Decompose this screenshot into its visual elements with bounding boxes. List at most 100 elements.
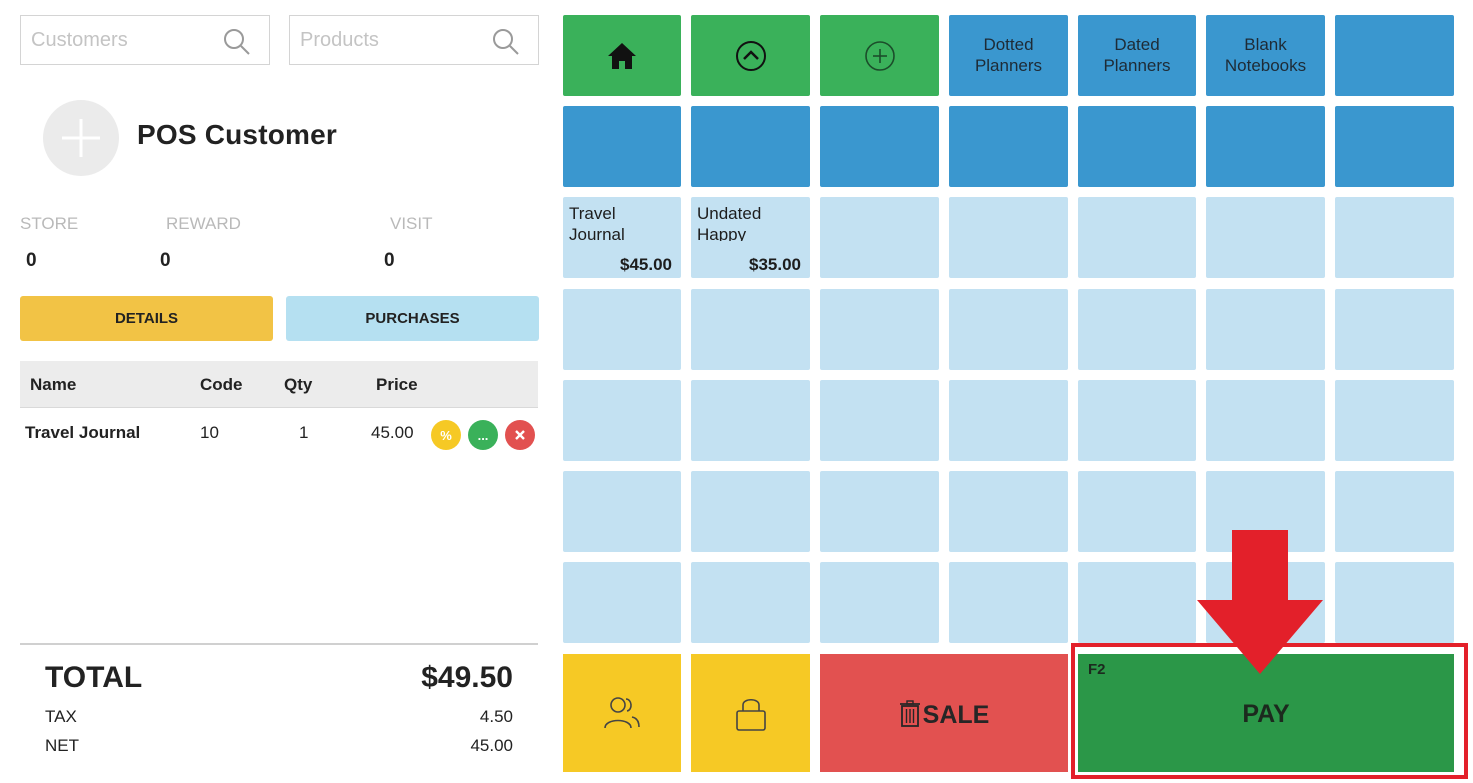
search-icon[interactable] bbox=[223, 28, 251, 56]
visit-value: 0 bbox=[384, 250, 395, 271]
users-icon bbox=[604, 697, 640, 729]
customers-search-input[interactable] bbox=[21, 16, 269, 64]
lock-button[interactable] bbox=[691, 654, 810, 772]
product-tile-empty[interactable] bbox=[691, 289, 810, 370]
product-tile-empty[interactable] bbox=[820, 380, 939, 461]
sale-label-row: SALE bbox=[820, 700, 1068, 730]
product-tile-empty[interactable] bbox=[1206, 289, 1325, 370]
remove-item-button[interactable] bbox=[505, 420, 535, 450]
percent-icon: % bbox=[440, 427, 452, 443]
store-label: STORE bbox=[20, 214, 79, 233]
products-search-input[interactable] bbox=[290, 16, 538, 64]
store-value: 0 bbox=[26, 250, 37, 271]
product-tile-empty[interactable] bbox=[563, 289, 681, 370]
product-tile-empty[interactable] bbox=[820, 197, 939, 278]
add-customer-avatar[interactable] bbox=[43, 100, 119, 176]
category-tile-empty[interactable] bbox=[1078, 106, 1196, 187]
details-button[interactable]: DETAILS bbox=[20, 296, 273, 341]
product-tile-empty[interactable] bbox=[949, 562, 1068, 643]
sale-button[interactable]: SALE bbox=[820, 654, 1068, 772]
item-qty[interactable]: 1 bbox=[299, 423, 309, 442]
plus-circle-icon bbox=[864, 40, 895, 71]
product-tile-empty[interactable] bbox=[820, 471, 939, 552]
product-tile-empty[interactable] bbox=[820, 562, 939, 643]
product-tile-empty[interactable] bbox=[691, 471, 810, 552]
home-icon bbox=[608, 42, 636, 69]
product-tile-empty[interactable] bbox=[691, 380, 810, 461]
product-tile-empty[interactable] bbox=[563, 562, 681, 643]
product-name: Travel Journal bbox=[569, 204, 625, 244]
product-name: Undated Happy Planner (Mom bbox=[697, 204, 762, 241]
product-tile-empty[interactable] bbox=[1335, 471, 1454, 552]
product-tile-empty[interactable] bbox=[563, 471, 681, 552]
category-dated-planners[interactable]: Dated Planners bbox=[1078, 15, 1196, 96]
product-tile-empty[interactable] bbox=[949, 197, 1068, 278]
product-tile-empty[interactable] bbox=[820, 289, 939, 370]
category-tile-empty[interactable] bbox=[563, 106, 681, 187]
product-tile-empty[interactable] bbox=[1078, 197, 1196, 278]
category-tile-empty[interactable] bbox=[820, 106, 939, 187]
product-tile-empty[interactable] bbox=[1335, 562, 1454, 643]
more-icon: ... bbox=[477, 427, 489, 443]
qty-column-header: Qty bbox=[284, 375, 313, 394]
more-options-button[interactable]: ... bbox=[468, 420, 498, 450]
discount-button[interactable]: % bbox=[431, 420, 461, 450]
search-icon[interactable] bbox=[492, 28, 520, 56]
cart-table-header: Name Code Qty Price bbox=[20, 361, 538, 408]
home-button[interactable] bbox=[563, 15, 681, 96]
item-price: 45.00 bbox=[371, 423, 414, 442]
product-tile-empty[interactable] bbox=[1335, 289, 1454, 370]
tax-label: TAX bbox=[45, 707, 77, 726]
product-tile-empty[interactable] bbox=[1335, 380, 1454, 461]
net-label: NET bbox=[45, 736, 79, 755]
product-tile-empty[interactable] bbox=[1078, 289, 1196, 370]
product-tile-empty[interactable] bbox=[1206, 380, 1325, 461]
category-tile-empty[interactable] bbox=[949, 106, 1068, 187]
category-dotted-planners[interactable]: Dotted Planners bbox=[949, 15, 1068, 96]
category-label: Dated Planners bbox=[1103, 35, 1171, 75]
price-column-header: Price bbox=[376, 375, 418, 394]
products-search-field[interactable] bbox=[289, 15, 539, 65]
product-tile-empty[interactable] bbox=[1078, 471, 1196, 552]
plus-icon bbox=[62, 119, 100, 157]
product-tile-empty[interactable] bbox=[1078, 380, 1196, 461]
product-tile-empty[interactable] bbox=[1206, 197, 1325, 278]
cart-row[interactable]: Travel Journal 10 1 45.00 % ... bbox=[20, 409, 538, 459]
customers-button[interactable] bbox=[563, 654, 681, 772]
product-tile-empty[interactable] bbox=[1206, 471, 1325, 552]
product-tile-empty[interactable] bbox=[1206, 562, 1325, 643]
net-value: 45.00 bbox=[470, 736, 513, 755]
pay-label: PAY bbox=[1242, 700, 1290, 728]
category-tile-empty[interactable] bbox=[691, 106, 810, 187]
pay-button[interactable]: F2 PAY bbox=[1078, 654, 1454, 772]
close-icon bbox=[515, 430, 525, 440]
up-button[interactable] bbox=[691, 15, 810, 96]
product-tile-empty[interactable] bbox=[563, 380, 681, 461]
category-tile-empty[interactable] bbox=[1206, 106, 1325, 187]
category-label: Blank Notebooks bbox=[1224, 35, 1307, 75]
customers-search-field[interactable] bbox=[20, 15, 270, 65]
item-code: 10 bbox=[200, 423, 219, 442]
add-button[interactable] bbox=[820, 15, 939, 96]
product-tile-travel-journal[interactable]: Travel Journal $45.00 bbox=[563, 197, 681, 278]
product-tile-empty[interactable] bbox=[949, 471, 1068, 552]
product-tile-empty[interactable] bbox=[949, 289, 1068, 370]
total-label: TOTAL bbox=[45, 661, 143, 694]
product-tile-empty[interactable] bbox=[1335, 197, 1454, 278]
category-blank-notebooks[interactable]: Blank Notebooks bbox=[1206, 15, 1325, 96]
item-name: Travel Journal bbox=[25, 423, 141, 442]
product-price: $35.00 bbox=[749, 255, 801, 274]
purchases-button[interactable]: PURCHASES bbox=[286, 296, 539, 341]
category-label: Dotted Planners bbox=[974, 35, 1043, 75]
product-tile-undated-happy-planner[interactable]: Undated Happy Planner (Mom $35.00 bbox=[691, 197, 810, 278]
name-column-header: Name bbox=[30, 375, 77, 394]
visit-label: VISIT bbox=[390, 214, 433, 233]
product-tile-empty[interactable] bbox=[691, 562, 810, 643]
trash-icon bbox=[899, 700, 920, 727]
product-tile-empty[interactable] bbox=[1078, 562, 1196, 643]
category-tile-empty[interactable] bbox=[1335, 106, 1454, 187]
product-tile-empty[interactable] bbox=[949, 380, 1068, 461]
lock-icon bbox=[736, 698, 766, 731]
chevron-up-circle-icon bbox=[735, 40, 766, 71]
category-tile-empty[interactable] bbox=[1335, 15, 1454, 96]
